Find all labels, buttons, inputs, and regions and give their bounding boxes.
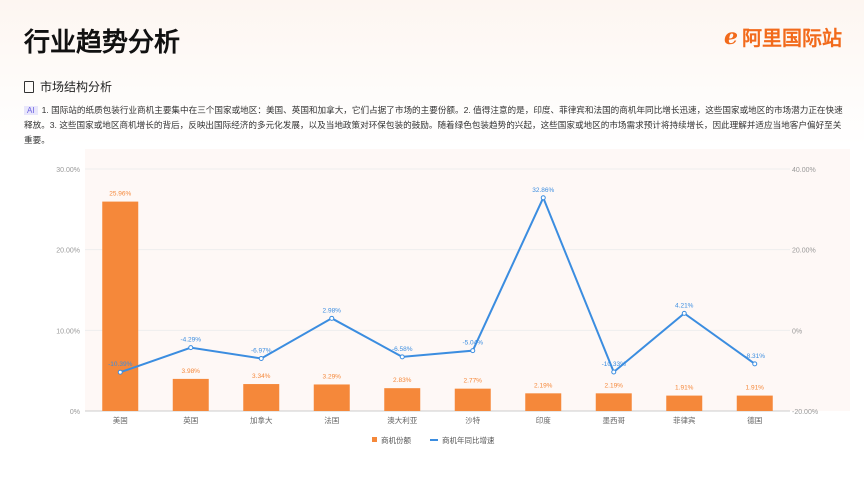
- line-label: -4.29%: [180, 337, 201, 344]
- bar-label: 2.77%: [464, 378, 483, 385]
- alibaba-logo-icon: ℯ: [724, 23, 738, 49]
- line-point: [752, 361, 758, 367]
- bar: [525, 393, 562, 411]
- legend-bar-swatch: [372, 437, 377, 442]
- bar: [243, 384, 280, 411]
- bar-label: 2.19%: [605, 382, 624, 389]
- bar: [454, 388, 491, 411]
- left-axis-tick: 20.00%: [56, 248, 80, 255]
- right-axis-tick: 40.00%: [792, 167, 816, 174]
- line-series: [119, 195, 756, 374]
- line-point: [399, 354, 405, 360]
- line-label: -6.58%: [392, 346, 413, 353]
- bar: [172, 378, 209, 411]
- bar-label: 2.19%: [534, 382, 553, 389]
- x-tick-label: 英国: [183, 415, 198, 425]
- bar-label: 3.29%: [323, 373, 342, 380]
- line-label: -6.97%: [251, 347, 272, 354]
- legend-line-label: 商机年同比增速: [442, 435, 495, 445]
- bar-label: 25.96%: [109, 191, 131, 198]
- bar: [102, 201, 139, 411]
- alibaba-logo: ℯ 阿里国际站: [724, 22, 842, 51]
- plot-background: [85, 149, 850, 411]
- line-point: [681, 310, 687, 316]
- line-point: [188, 345, 194, 351]
- line-label: 32.86%: [532, 187, 554, 194]
- left-axis-tick: 10.00%: [56, 328, 80, 335]
- x-tick-label: 法国: [324, 415, 339, 425]
- right-axis-tick: -20.00%: [792, 409, 818, 416]
- line-label: -10.33%: [602, 361, 626, 368]
- section-title: 市场结构分析: [40, 80, 113, 94]
- x-tick-label: 墨西哥: [603, 416, 626, 425]
- bar: [666, 395, 703, 411]
- x-tick-label: 加拿大: [250, 415, 273, 425]
- line-point: [258, 355, 264, 361]
- ai-badge: AI: [24, 106, 38, 115]
- x-tick-label: 菲律宾: [673, 415, 696, 425]
- bar: [384, 388, 421, 411]
- left-axis-tick: 30.00%: [56, 167, 80, 174]
- line-label: -10.39%: [108, 361, 132, 368]
- page-title: 行业趋势分析: [24, 27, 181, 57]
- bar: [736, 395, 773, 411]
- bar: [595, 393, 632, 411]
- summary-text: 1. 国际站的纸质包装行业商机主要集中在三个国家或地区：美国、英国和加拿大，它们…: [24, 105, 843, 145]
- line-label: -5.04%: [462, 340, 483, 347]
- bar-label: 1.91%: [675, 385, 694, 392]
- line-label: -8.31%: [744, 353, 765, 360]
- logo-text: 阿里国际站: [742, 28, 842, 50]
- x-tick-label: 美国: [113, 415, 128, 425]
- bar: [313, 384, 350, 411]
- legend-bar-label: 商机份额: [381, 435, 411, 445]
- left-axis-tick: 0%: [70, 409, 80, 416]
- line-point: [540, 195, 546, 201]
- bar-label: 2.83%: [393, 377, 412, 384]
- line-point: [117, 369, 123, 375]
- line-label: 4.21%: [675, 302, 694, 309]
- x-tick-label: 沙特: [465, 415, 480, 425]
- x-tick-label: 德国: [747, 415, 762, 425]
- bar-label: 1.91%: [746, 385, 765, 392]
- bar-label: 3.34%: [252, 373, 271, 380]
- line-point: [329, 315, 335, 321]
- ai-summary: AI 1. 国际站的纸质包装行业商机主要集中在三个国家或地区：美国、英国和加拿大，…: [24, 103, 844, 148]
- right-axis-tick: 0%: [792, 328, 802, 335]
- document-icon: [24, 80, 34, 93]
- section-heading: 市场结构分析: [24, 78, 112, 95]
- line-point: [611, 369, 617, 375]
- bar-label: 3.98%: [182, 368, 201, 375]
- x-tick-label: 印度: [536, 415, 551, 425]
- line-point: [470, 348, 476, 354]
- line-label: 2.98%: [323, 307, 342, 314]
- x-tick-label: 澳大利亚: [387, 415, 417, 425]
- right-axis-tick: 20.00%: [792, 248, 816, 255]
